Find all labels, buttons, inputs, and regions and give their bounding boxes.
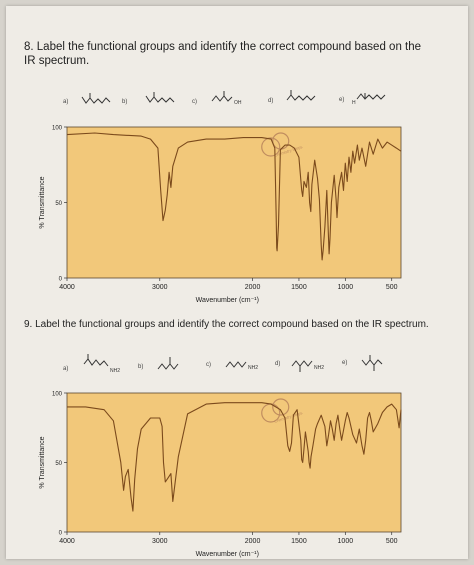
spectrum-line xyxy=(66,132,402,261)
q9-option-a-label: a) xyxy=(63,366,68,372)
y-axis-label: % Transmittance xyxy=(39,436,46,488)
q8-option-a-label: a) xyxy=(63,99,68,105)
q8-option-e[interactable]: e) H xyxy=(339,93,386,106)
y-tick-label: 0 xyxy=(59,531,63,537)
q8-option-d-label: d) xyxy=(268,98,273,104)
x-tick-label: 1000 xyxy=(338,284,354,291)
q8-option-c-label: c) xyxy=(192,99,197,105)
q9-option-a-note: NH2 xyxy=(110,368,120,374)
watermark-ring xyxy=(261,137,281,157)
q8-option-e-label: e) xyxy=(339,97,344,103)
y-tick-label: 100 xyxy=(52,392,63,398)
x-tick-label: 1500 xyxy=(291,538,307,545)
q9-option-e-label: e) xyxy=(342,360,347,366)
question-9-title: 9. Label the functional groups and ident… xyxy=(24,319,429,330)
x-axis-label: Wavenumber (cm⁻¹) xyxy=(196,297,259,304)
x-tick-label: 2000 xyxy=(245,284,261,291)
q9-structure-c xyxy=(225,361,247,368)
q8-structure-a xyxy=(81,96,111,104)
q8-option-e-note: H xyxy=(352,100,356,106)
q9-option-b[interactable]: b) xyxy=(138,357,179,370)
x-tick-label: 2000 xyxy=(245,538,261,545)
x-tick-label: 500 xyxy=(386,538,398,545)
x-tick-label: 4000 xyxy=(59,538,75,545)
q9-option-d[interactable]: d) NH2 xyxy=(275,360,324,372)
q9-structure-d xyxy=(291,360,313,367)
q9-structure-b xyxy=(157,363,179,370)
x-tick-label: 1000 xyxy=(338,538,354,545)
x-tick-label: 500 xyxy=(386,284,398,291)
q8-structure-b xyxy=(145,95,175,103)
q8-option-b[interactable]: b) xyxy=(122,92,175,105)
x-axis-label: Wavenumber (cm⁻¹) xyxy=(196,551,259,558)
y-tick-label: 0 xyxy=(59,277,63,283)
q8-option-d[interactable]: d) xyxy=(268,90,316,104)
plot-area xyxy=(66,126,402,279)
q8-option-a[interactable]: a) xyxy=(63,93,111,105)
x-tick-label: 4000 xyxy=(59,284,75,291)
q9-option-d-label: d) xyxy=(275,361,280,367)
q8-structure-d xyxy=(286,94,316,101)
y-axis-label: % Transmittance xyxy=(39,176,46,228)
x-tick-label: 3000 xyxy=(152,538,168,545)
q9-option-a[interactable]: a) NH2 xyxy=(63,354,120,374)
q8-options: a) b) c) OH d) e) H xyxy=(63,90,386,106)
y-tick-label: 100 xyxy=(52,126,63,132)
q8-structure-c xyxy=(211,95,233,102)
q9-structure-e xyxy=(361,359,383,366)
q9-option-c[interactable]: c) NH2 xyxy=(206,361,258,371)
q9-options: a) NH2 b) c) NH2 d) NH2 e) xyxy=(63,354,383,374)
y-tick-label: 50 xyxy=(55,201,62,207)
watermark-ring-2 xyxy=(272,398,290,416)
q8-option-b-label: b) xyxy=(122,99,127,105)
q8-option-c-note: OH xyxy=(234,100,242,106)
plot-area xyxy=(66,392,402,533)
q9-option-c-note: NH2 xyxy=(248,365,258,371)
spectrum-line xyxy=(67,402,402,512)
x-tick-label: 3000 xyxy=(152,284,168,291)
q9-option-b-label: b) xyxy=(138,364,143,370)
q9-structure-a xyxy=(83,358,109,367)
q9-option-d-note: NH2 xyxy=(314,365,324,371)
q9-option-c-label: c) xyxy=(206,362,211,368)
question-8-title: 8. Label the functional groups and ident… xyxy=(24,41,422,67)
q9-option-e[interactable]: e) xyxy=(342,355,383,371)
y-tick-label: 50 xyxy=(55,461,62,467)
q8-structure-e xyxy=(356,93,386,100)
q8-option-c[interactable]: c) OH xyxy=(192,91,242,106)
x-tick-label: 1500 xyxy=(291,284,307,291)
